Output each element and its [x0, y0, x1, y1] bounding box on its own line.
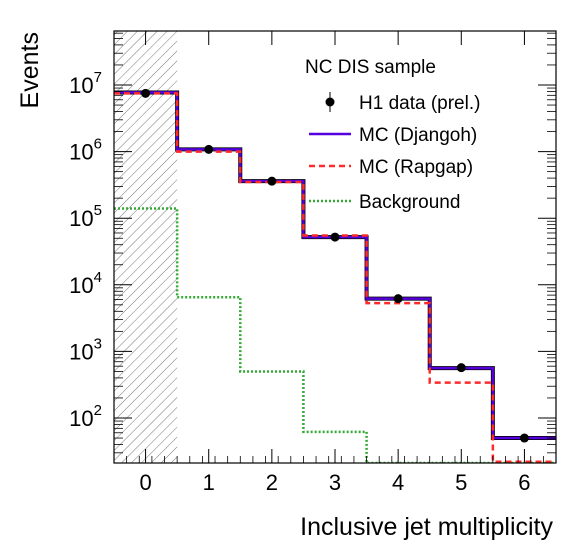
legend-label-3: Background — [359, 192, 460, 213]
data-point-4 — [393, 294, 403, 304]
legend-label-1: MC (Djangoh) — [359, 125, 477, 146]
data-point-2 — [267, 176, 277, 186]
hatched-excluded-region — [114, 31, 178, 463]
legend-title: NC DIS sample — [305, 57, 436, 78]
x-axis-title: Inclusive jet multiplicity — [300, 513, 553, 541]
legend-label-2: MC (Rapgap) — [359, 157, 473, 178]
data-point-3 — [330, 232, 340, 242]
x-tick-label-4: 4 — [392, 470, 404, 495]
data-point-1 — [204, 144, 214, 154]
plot-frame — [113, 30, 557, 464]
x-tick-label-0: 0 — [139, 470, 151, 495]
y-tick-label-7: 107 — [69, 69, 102, 98]
y-tick-label-5: 105 — [69, 202, 102, 231]
x-tick-label-1: 1 — [203, 470, 215, 495]
y-tick-label-4: 104 — [69, 269, 102, 298]
legend-label-0: H1 data (prel.) — [359, 93, 480, 114]
series-1-outline — [114, 90, 556, 441]
data-point-0 — [141, 88, 151, 98]
x-tick-label-5: 5 — [455, 470, 467, 495]
x-tick-label-3: 3 — [329, 470, 341, 495]
data-point-5 — [456, 363, 466, 373]
series-3-step-line — [114, 207, 556, 463]
data-point-6 — [519, 433, 529, 443]
legend-marker-0 — [325, 97, 335, 107]
x-tick-label-2: 2 — [266, 470, 278, 495]
x-tick-label-6: 6 — [518, 470, 530, 495]
y-tick-label-2: 102 — [69, 402, 102, 431]
y-axis-title: Events — [16, 32, 44, 108]
y-tick-label-3: 103 — [69, 335, 102, 364]
y-tick-label-6: 106 — [69, 136, 102, 165]
series-1-step-line — [114, 91, 556, 440]
